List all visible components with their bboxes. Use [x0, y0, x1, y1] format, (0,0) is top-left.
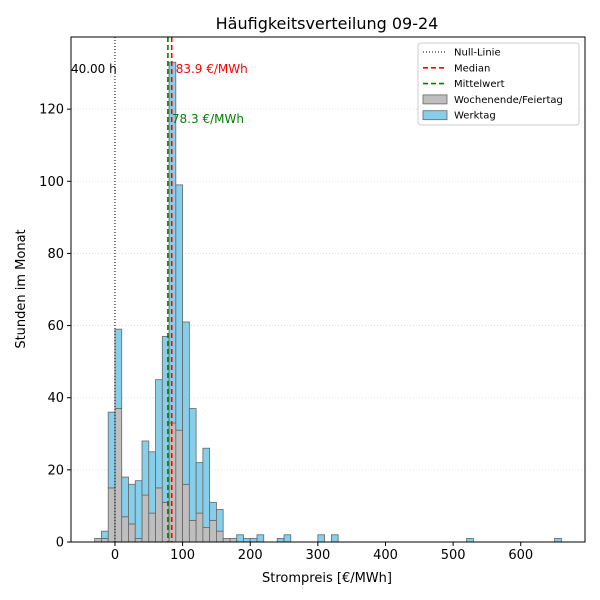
bar-weekday: [249, 537, 258, 543]
bar-weekday: [216, 509, 224, 532]
legend-label: Mittelwert: [454, 79, 505, 90]
x-tick-label: 600: [508, 548, 533, 563]
y-tick-label: 100: [39, 175, 64, 190]
x-tick-label: 500: [441, 548, 466, 563]
bar-weekend: [155, 487, 163, 543]
bar-weekday: [283, 534, 292, 543]
legend: Null-Linie Median Mittelwert Wochenende/Fei…: [417, 42, 580, 126]
ref-annotation: 78.3 €/MWh: [172, 112, 244, 126]
bar-weekday: [195, 462, 204, 514]
bar-weekend: [114, 408, 123, 543]
bar-weekday: [182, 321, 190, 485]
y-tick-label: 20: [47, 463, 64, 478]
legend-label: Wochenende/Feiertag: [454, 95, 563, 106]
bar-weekend: [141, 494, 150, 543]
bar-weekday: [554, 537, 562, 543]
bar-weekend: [175, 429, 183, 543]
bar-weekday: [256, 534, 265, 543]
y-axis-ticks: 0 20 40 60 80 100 120: [39, 103, 71, 551]
bar-weekend: [202, 527, 211, 543]
legend-box: [417, 42, 580, 126]
bar-weekend: [229, 537, 238, 543]
legend-patch-swatch: [422, 94, 448, 105]
bar-weekend: [209, 519, 217, 543]
bar-weekday: [134, 480, 143, 539]
legend-patch-swatch: [422, 110, 448, 121]
bar-weekend: [195, 512, 204, 543]
bar-weekday: [202, 447, 211, 528]
bar-weekday: [121, 476, 129, 518]
x-axis-label: Strompreis [€/MWh]: [262, 571, 392, 586]
y-axis-label: Stunden im Monat: [14, 229, 29, 348]
bar-weekday: [209, 501, 217, 521]
bar-weekday: [148, 451, 156, 514]
bar-weekend: [121, 516, 129, 543]
bar-weekday: [101, 530, 109, 539]
bar-weekend: [128, 523, 136, 543]
ref-annotation: 40.00 h: [71, 62, 117, 76]
bar-weekend: [134, 537, 143, 543]
bar-weekday: [188, 408, 197, 521]
plot-frame: [70, 36, 586, 543]
legend-label: Median: [454, 63, 490, 74]
bars-weekday: [101, 61, 562, 543]
bar-weekend: [188, 519, 197, 543]
reference-lines: 40.00 h 83.9 €/MWh 78.3 €/MWh: [71, 37, 248, 542]
bar-weekday: [243, 537, 251, 543]
bar-weekend: [222, 537, 231, 543]
bar-weekend: [182, 483, 190, 543]
y-tick-label: 0: [56, 536, 64, 551]
x-tick-label: 400: [373, 548, 398, 563]
bar-weekday: [155, 379, 163, 489]
x-axis-ticks: 0 100 200 300 400 500 600: [111, 542, 533, 563]
bar-weekday: [175, 184, 183, 431]
legend-label: Null-Linie: [454, 48, 501, 59]
bar-weekday: [466, 537, 474, 543]
bar-weekday: [276, 537, 285, 543]
bar-weekend: [107, 487, 116, 543]
y-tick-label: 60: [47, 319, 64, 334]
bar-weekend: [216, 530, 224, 543]
chart-title: Häufigkeitsverteilung 09-24: [216, 14, 439, 33]
bar-weekday: [114, 328, 123, 409]
bar-weekday: [141, 440, 150, 496]
bar-weekday: [330, 534, 339, 543]
legend-label: Werktag: [454, 111, 496, 122]
x-tick-label: 300: [305, 548, 330, 563]
y-tick-label: 120: [39, 103, 64, 118]
bar-weekday: [236, 534, 244, 543]
bar-weekday: [128, 483, 136, 525]
y-tick-label: 80: [47, 247, 64, 262]
y-tick-label: 40: [47, 391, 64, 406]
bar-weekend: [148, 512, 156, 543]
bar-weekend: [101, 537, 109, 543]
bar-weekend: [94, 537, 102, 543]
bar-weekday: [107, 411, 116, 489]
x-tick-label: 0: [111, 548, 119, 563]
x-tick-label: 100: [170, 548, 195, 563]
bar-weekday: [317, 534, 326, 543]
ref-annotation: 83.9 €/MWh: [176, 62, 248, 76]
x-tick-label: 200: [238, 548, 263, 563]
